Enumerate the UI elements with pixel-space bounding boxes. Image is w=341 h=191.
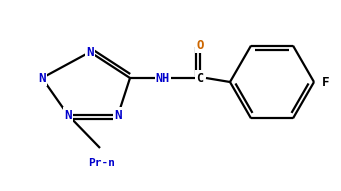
Text: C: C — [196, 71, 204, 84]
Text: N: N — [86, 45, 94, 58]
Text: N: N — [38, 71, 46, 84]
Text: O: O — [196, 39, 204, 52]
Text: N: N — [114, 108, 122, 121]
Text: Pr-n: Pr-n — [89, 158, 116, 168]
Text: NH: NH — [156, 71, 170, 84]
Text: F: F — [322, 75, 330, 88]
Text: N: N — [64, 108, 72, 121]
